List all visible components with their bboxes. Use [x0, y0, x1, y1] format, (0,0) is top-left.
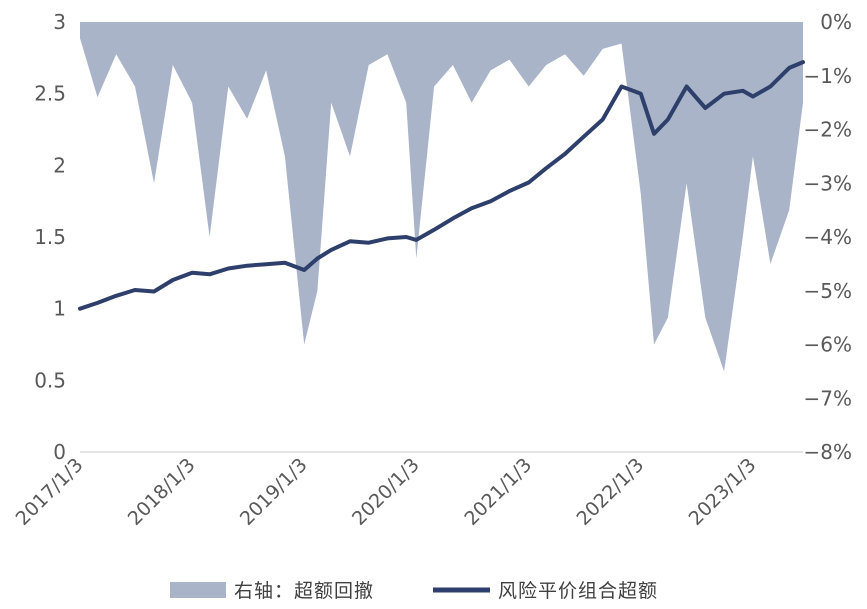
left-tick-label: 2 — [53, 153, 66, 177]
x-tick-label: 2022/1/3 — [572, 454, 648, 530]
right-tick-label: −8% — [804, 440, 853, 464]
left-tick-label: 3 — [53, 10, 66, 34]
x-tick-label: 2018/1/3 — [124, 454, 200, 530]
left-tick-label: 1.5 — [34, 225, 66, 249]
left-tick-label: 0 — [53, 440, 66, 464]
right-tick-label: −5% — [804, 279, 853, 303]
right-tick-label: −2% — [804, 118, 853, 142]
left-axis-ticks: 0 0.5 1 1.5 2 2.5 3 — [34, 10, 66, 464]
x-tick-label: 2020/1/3 — [348, 454, 424, 530]
right-tick-label: −6% — [804, 333, 853, 357]
excess-line — [78, 60, 805, 311]
excess-line-layer — [78, 60, 805, 311]
x-tick-label: 2019/1/3 — [236, 454, 312, 530]
right-tick-label: −3% — [804, 171, 853, 195]
legend-swatch-area — [170, 582, 226, 598]
left-tick-label: 2.5 — [34, 82, 66, 106]
right-tick-label: −4% — [804, 225, 853, 249]
drawdown-area-layer — [80, 22, 803, 372]
right-axis-ticks: 0% −1% −2% −3% −4% −5% −6% −7% −8% — [804, 10, 853, 464]
legend: 右轴：超额回撤 风险平价组合超额 — [170, 580, 658, 602]
legend-label-line: 风险平价组合超额 — [498, 580, 658, 602]
left-tick-label: 1 — [53, 297, 66, 321]
x-tick-label: 2023/1/3 — [685, 454, 761, 530]
x-tick-label: 2021/1/3 — [460, 454, 536, 530]
right-tick-label: 0% — [820, 10, 852, 34]
legend-label-area: 右轴：超额回撤 — [234, 580, 374, 602]
right-tick-label: −1% — [804, 64, 853, 88]
x-axis-ticks: 2017/1/3 2018/1/3 2019/1/3 2020/1/3 2021/1/3… — [12, 454, 761, 530]
drawdown-area — [80, 22, 803, 372]
right-tick-label: −7% — [804, 386, 853, 410]
x-tick-label: 2017/1/3 — [12, 454, 88, 530]
left-tick-label: 0.5 — [34, 368, 66, 392]
